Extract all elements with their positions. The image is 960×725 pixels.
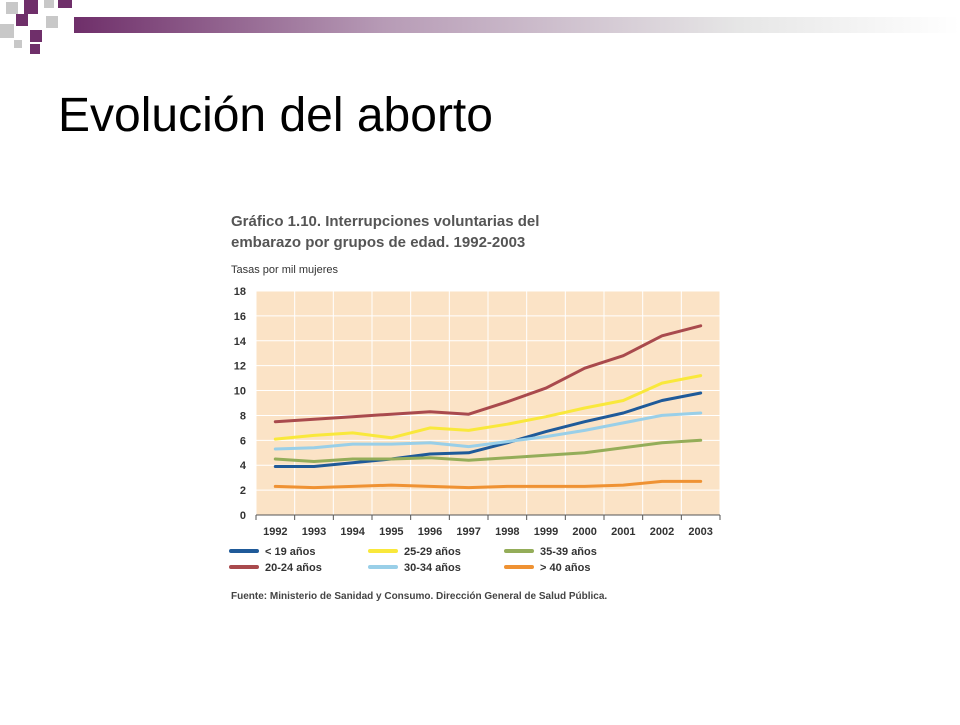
series-line-19-a-os: [273, 391, 703, 468]
y-tick-label: 0: [240, 510, 246, 522]
chart-title-line-2: embarazo por grupos de edad. 1992-2003: [231, 234, 525, 251]
series-line-20-24-a-os: [273, 324, 703, 424]
grid-lines: [255, 290, 721, 516]
y-tick-label: 4: [240, 460, 247, 472]
y-tick-label: 10: [234, 386, 246, 398]
x-tick-label: 1999: [534, 526, 558, 538]
series-line-40-a-os: [273, 479, 703, 490]
x-tick-label: 1995: [379, 526, 403, 538]
legend-label: 20-24 años: [265, 562, 322, 574]
deco-block-gray-2: [44, 0, 54, 8]
deco-block-purple-2: [58, 0, 72, 8]
chart-source-note: Fuente: Ministerio de Sanidad y Consumo.…: [231, 591, 607, 602]
x-tick-label: 1996: [418, 526, 442, 538]
x-tick-label: 1992: [263, 526, 287, 538]
y-tick-label: 12: [234, 361, 246, 373]
legend: < 19 años 25-29 años 35-39 años 20-24 años 3…: [229, 546, 597, 574]
y-tick-label: 14: [234, 336, 247, 348]
deco-block-gray-3: [0, 24, 14, 38]
y-tick-label: 8: [240, 410, 246, 422]
x-tick-labels: 1992 1993 1994 1995 1996 1997 1998 1999 2000 2001…: [255, 514, 721, 538]
x-tick-label: 1994: [340, 526, 365, 538]
y-axis-label: Tasas por mil mujeres: [231, 264, 338, 276]
legend-label: < 19 años: [265, 546, 315, 558]
deco-block-gray-1: [6, 2, 18, 14]
x-tick-label: 1997: [456, 526, 480, 538]
x-tick-label: 2001: [611, 526, 635, 538]
y-tick-label: 18: [234, 286, 246, 298]
legend-label: 25-29 años: [404, 546, 461, 558]
deco-block-gray-4: [46, 16, 58, 28]
deco-block-purple-4: [30, 30, 42, 42]
series-line-25-29-a-os: [273, 374, 703, 441]
x-tick-label: 2002: [650, 526, 674, 538]
series-lines: [273, 324, 703, 490]
x-tick-label: 2000: [572, 526, 596, 538]
deco-block-purple-3: [16, 14, 28, 26]
y-tick-label: 6: [240, 435, 246, 447]
y-tick-label: 2: [240, 485, 246, 497]
x-tick-label: 1998: [495, 526, 519, 538]
series-line-30-34-a-os: [273, 411, 703, 451]
deco-block-purple-1: [24, 0, 38, 14]
x-tick-label: 2003: [688, 526, 712, 538]
legend-label: > 40 años: [540, 562, 590, 574]
slide-title: Evolución del aborto: [58, 89, 493, 142]
x-tick-label: 1993: [302, 526, 326, 538]
y-tick-label: 16: [234, 311, 246, 323]
deco-block-gray-5: [14, 40, 22, 48]
series-line-35-39-a-os: [273, 438, 703, 463]
legend-label: 30-34 años: [404, 562, 461, 574]
chart-title-line-1: Gráfico 1.10. Interrupciones voluntarias…: [231, 213, 539, 230]
legend-label: 35-39 años: [540, 546, 597, 558]
y-tick-labels: 0 2 4 6 8 10 12 14 16 18: [234, 286, 247, 522]
deco-block-purple-5: [30, 44, 40, 54]
deco-gradient-bar: [74, 17, 960, 33]
corner-decoration: [0, 0, 960, 60]
